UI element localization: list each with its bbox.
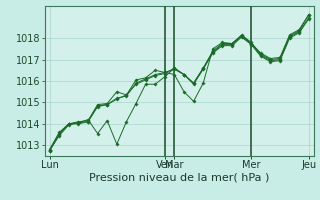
X-axis label: Pression niveau de la mer( hPa ): Pression niveau de la mer( hPa ) — [89, 173, 269, 183]
